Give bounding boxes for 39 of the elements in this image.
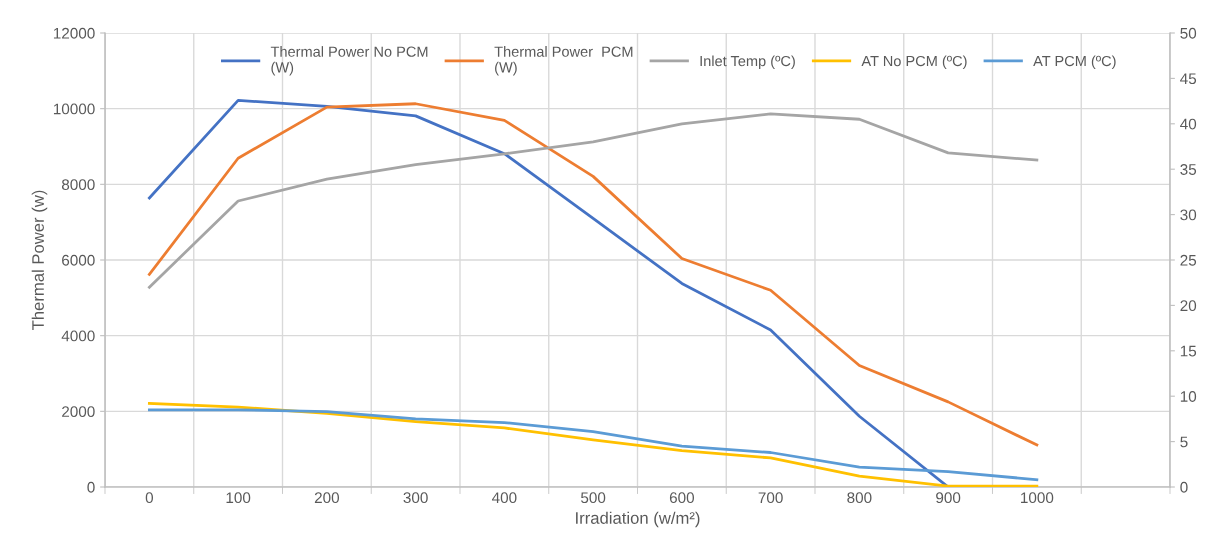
y2-tick-label: 0 — [1180, 481, 1188, 493]
x-tick-label: 500 — [580, 492, 606, 504]
x-tick-label: 100 — [226, 492, 251, 504]
y2-tick-label: 25 — [1180, 254, 1197, 266]
y2-tick-label: 40 — [1180, 118, 1197, 130]
y2-tick-label: 5 — [1180, 436, 1188, 448]
legend-label: Thermal Power No PCM (W) — [270, 46, 428, 76]
line-series — [147, 98, 950, 487]
line-series — [147, 102, 1039, 447]
legend-label: Inlet Temp (ºC) — [700, 55, 795, 70]
legend-label: AT No PCM (ºC) — [861, 55, 967, 70]
x-tick-label: 600 — [669, 492, 695, 504]
y-tick-label: 12000 — [53, 27, 95, 39]
y-tick-label: 2000 — [62, 406, 95, 418]
y-tick-label: 10000 — [53, 103, 95, 115]
y-tick-label: 4000 — [61, 330, 95, 342]
y2-tick-label: 30 — [1180, 209, 1197, 221]
y2-tick-label: 45 — [1180, 73, 1197, 85]
x-tick-label: 700 — [758, 492, 783, 504]
y2-tick-label: 15 — [1180, 345, 1197, 357]
x-tick-label: 0 — [145, 492, 154, 504]
y2-tick-label: 50 — [1180, 27, 1197, 39]
y-axis-title: Thermal Power (w) — [31, 190, 48, 330]
legend-label: Thermal Power PCM (W) — [494, 46, 633, 76]
legend-label: AT PCM (ºC) — [1033, 55, 1116, 70]
line-series — [147, 112, 1039, 289]
x-tick-label: 1000 — [1021, 492, 1054, 504]
x-tick-label: 800 — [847, 492, 872, 504]
y2-tick-label: 10 — [1180, 391, 1197, 402]
y2-tick-label: 20 — [1180, 300, 1197, 312]
x-tick-label: 900 — [936, 492, 961, 504]
y-tick-label: 6000 — [62, 254, 95, 266]
y-tick-label: 0 — [87, 481, 95, 493]
x-tick-label: 300 — [403, 492, 428, 504]
y2-tick-label: 35 — [1180, 164, 1197, 175]
y-tick-label: 8000 — [61, 179, 95, 191]
x-tick-label: 200 — [314, 492, 340, 504]
x-axis-title: Irradiation (w/m²) — [576, 511, 700, 528]
x-tick-label: 400 — [491, 492, 517, 504]
